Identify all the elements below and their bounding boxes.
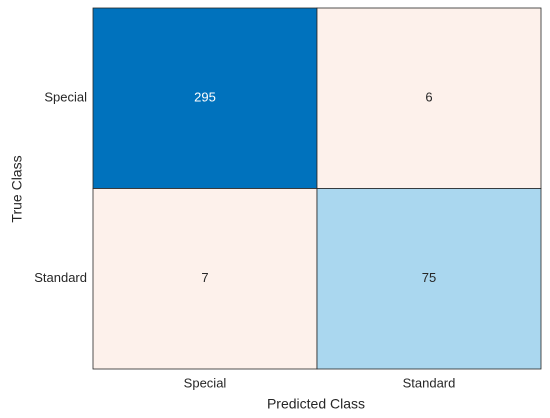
x-tick-label: Standard xyxy=(403,375,456,390)
y-axis-label: True Class xyxy=(9,155,25,222)
cell xyxy=(92,188,318,370)
cell-value: 295 xyxy=(194,90,216,105)
cell-value: 75 xyxy=(422,270,436,285)
y-tick-label: Special xyxy=(44,90,87,105)
y-tick-label: Standard xyxy=(34,270,87,285)
cell xyxy=(316,188,542,370)
cell xyxy=(316,7,542,189)
cell xyxy=(92,7,318,189)
cell-value: 7 xyxy=(201,270,208,285)
x-axis-label: Predicted Class xyxy=(267,396,365,412)
cell-value: 6 xyxy=(425,90,432,105)
x-tick-label: Special xyxy=(184,375,227,390)
